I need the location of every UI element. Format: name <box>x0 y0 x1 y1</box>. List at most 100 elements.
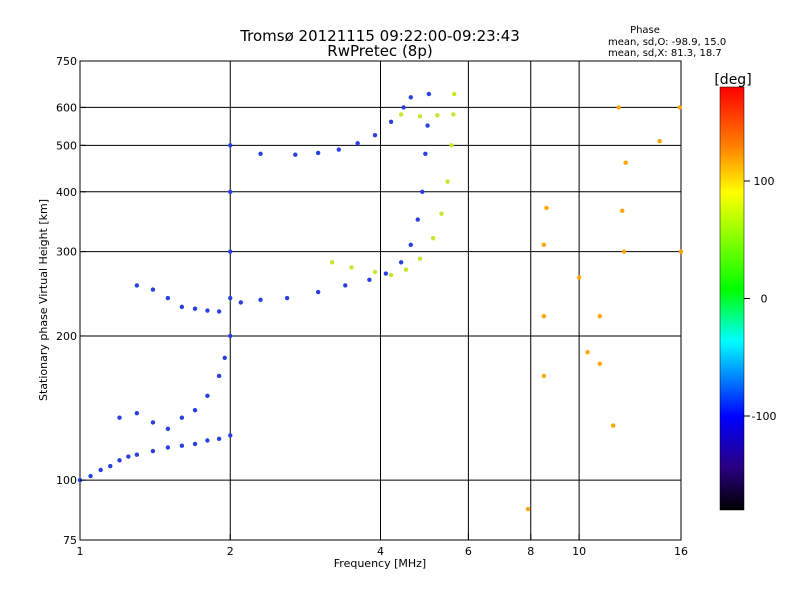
data-point <box>439 211 444 216</box>
data-point <box>222 355 227 361</box>
data-point <box>179 415 185 420</box>
data-point <box>415 217 420 222</box>
colorbar-tick-label: 0 <box>761 293 768 306</box>
data-point <box>150 287 156 292</box>
data-point <box>423 151 428 157</box>
data-point <box>192 306 198 311</box>
y-tick-label: 75 <box>63 534 77 547</box>
data-point <box>228 249 233 254</box>
y-tick-label: 500 <box>56 139 77 152</box>
data-point <box>451 112 456 117</box>
data-point <box>408 242 413 247</box>
data-point <box>367 277 372 282</box>
colorbar-ticks: 100 0 -100 <box>744 175 776 423</box>
data-point <box>205 438 210 443</box>
data-point <box>620 208 625 214</box>
data-point <box>238 300 244 305</box>
phase-stats-o: mean, sd,O: -98.9, 15.0 <box>608 37 726 48</box>
y-tick-label: 300 <box>56 246 77 259</box>
data-point <box>597 361 602 366</box>
data-point <box>216 309 222 314</box>
data-point <box>315 289 321 295</box>
data-point <box>445 179 450 184</box>
data-point <box>192 407 198 413</box>
data-point <box>98 467 103 473</box>
data-point <box>372 269 378 275</box>
data-point <box>293 152 298 157</box>
data-point <box>88 473 93 479</box>
data-point <box>165 295 171 301</box>
data-point <box>258 151 263 157</box>
data-point <box>417 114 423 119</box>
plot-area: 1 2 4 6 8 10 16 75 100 200 300 400 500 600 750 <box>56 55 688 558</box>
y-tick-label: 400 <box>56 186 77 199</box>
data-point <box>426 91 432 97</box>
data-points <box>77 91 684 512</box>
data-point <box>657 139 662 144</box>
data-point <box>388 272 394 278</box>
data-point <box>623 160 628 165</box>
data-point <box>449 143 454 148</box>
colorbar <box>719 86 745 511</box>
data-point <box>383 271 389 276</box>
data-point <box>388 119 394 124</box>
data-point <box>179 443 185 448</box>
data-point <box>610 423 616 428</box>
data-point <box>179 304 185 310</box>
data-point <box>150 420 156 425</box>
data-point <box>621 249 627 254</box>
data-point <box>616 105 621 110</box>
data-point <box>425 123 430 128</box>
data-point <box>336 147 342 152</box>
data-point <box>430 235 436 241</box>
data-point <box>343 283 348 288</box>
x-tick-label: 1 <box>77 545 84 558</box>
data-point <box>205 393 210 399</box>
x-tick-label: 10 <box>572 545 586 558</box>
data-point <box>228 333 233 339</box>
x-tick-label: 4 <box>377 545 384 558</box>
data-point <box>541 373 547 379</box>
phase-stats-x: mean, sd,X: 81.3, 18.7 <box>608 48 722 59</box>
phase-stats-title: Phase <box>630 25 660 36</box>
data-point <box>228 143 233 148</box>
data-point <box>165 445 171 450</box>
x-tick-label: 6 <box>465 545 472 558</box>
x-tick-label: 16 <box>674 545 688 558</box>
data-point <box>435 112 440 118</box>
colorbar-tick-label: 100 <box>754 175 775 188</box>
data-point <box>126 454 131 459</box>
x-axis-label: Frequency [MHz] <box>334 557 426 570</box>
chart-subtitle: RwPretec (8p) <box>327 42 432 60</box>
data-point <box>284 295 290 301</box>
y-tick-label: 600 <box>56 101 77 114</box>
data-point <box>117 458 122 463</box>
data-point <box>398 112 404 117</box>
data-point <box>228 433 233 438</box>
data-point <box>597 313 602 319</box>
colorbar-tick-label: -100 <box>752 410 777 423</box>
data-point <box>576 275 582 280</box>
data-point <box>117 415 122 420</box>
data-point <box>216 373 222 379</box>
data-point <box>678 249 684 254</box>
data-point <box>408 95 413 100</box>
data-point <box>315 150 321 156</box>
data-point <box>216 436 222 441</box>
data-point <box>403 267 409 272</box>
data-point <box>228 295 233 301</box>
chart-title: Tromsø 20121115 09:22:00-09:23:43 <box>239 27 520 45</box>
data-point <box>420 189 425 194</box>
colorbar-label: [deg] <box>714 72 751 88</box>
data-point <box>258 297 263 302</box>
data-point <box>677 105 682 110</box>
x-tick-label: 8 <box>527 545 534 558</box>
x-tick-label: 2 <box>227 545 234 558</box>
data-point <box>452 91 457 97</box>
y-tick-label: 100 <box>56 474 77 487</box>
data-point <box>134 410 140 416</box>
data-point <box>150 448 156 454</box>
data-point <box>372 132 378 138</box>
data-point <box>228 189 233 194</box>
